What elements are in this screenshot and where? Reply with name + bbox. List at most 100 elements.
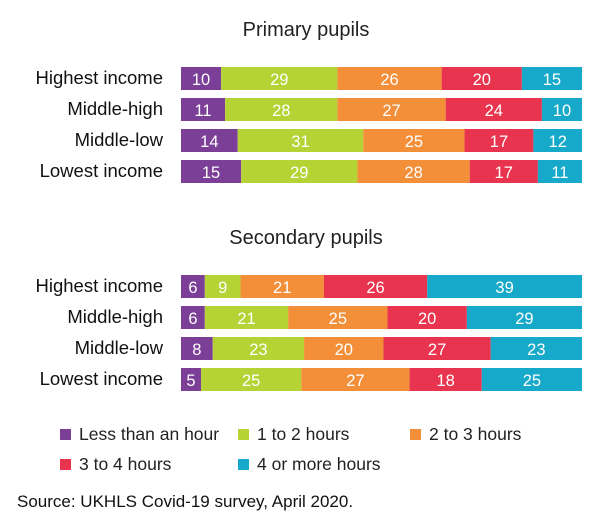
bar-segment [204, 275, 241, 298]
bar-segment [387, 306, 467, 329]
bar-segment [533, 129, 582, 152]
bar-segment [445, 98, 542, 121]
legend-label: 4 or more hours [257, 454, 381, 474]
data-label: 26 [380, 71, 398, 89]
data-label: 15 [543, 71, 561, 89]
chart-panel-secondary: Secondary pupils Highest income 6 9 21 26 39 Mi… [35, 227, 582, 391]
legend-item-3-to-4-hours: 3 to 4 hours [60, 454, 171, 475]
data-label: 27 [382, 102, 400, 120]
legend-item-2-to-3-hours: 2 to 3 hours [410, 424, 521, 445]
category-label: Middle-low [75, 337, 164, 358]
bar-segment [490, 337, 582, 360]
chart-title: Primary pupils [243, 19, 370, 41]
data-label: 10 [192, 71, 210, 89]
data-label: 15 [202, 164, 220, 182]
bar-segment [204, 306, 289, 329]
legend-label: 2 to 3 hours [429, 424, 522, 444]
bar-segment [181, 160, 242, 183]
bar-segment [383, 337, 491, 360]
bar-segment [466, 306, 582, 329]
bar-segment [181, 337, 213, 360]
data-label: 12 [549, 133, 567, 151]
data-label: 17 [495, 164, 513, 182]
data-label: 21 [237, 310, 255, 328]
bar-segment [469, 160, 538, 183]
bar-segment [212, 337, 305, 360]
category-label: Middle-high [67, 98, 163, 119]
data-label: 27 [428, 341, 446, 359]
data-label: 23 [527, 341, 545, 359]
data-label: 23 [249, 341, 267, 359]
data-label: 28 [404, 164, 422, 182]
data-label: 9 [218, 279, 227, 297]
data-label: 29 [270, 71, 288, 89]
legend-swatch-2-to-3-hours [410, 429, 421, 440]
data-label: 8 [192, 341, 201, 359]
bar-segment [337, 98, 446, 121]
bar-segment [288, 306, 388, 329]
data-label: 14 [200, 133, 218, 151]
legend-label: 1 to 2 hours [257, 424, 350, 444]
bar-segment [357, 160, 470, 183]
category-label: Highest income [35, 275, 163, 296]
bar-segment [521, 67, 582, 90]
category-label: Highest income [35, 67, 163, 88]
data-label: 29 [290, 164, 308, 182]
bar-segment [201, 368, 302, 391]
bar-segment [237, 129, 364, 152]
data-label: 25 [523, 372, 541, 390]
bar-segment [337, 67, 442, 90]
data-label: 20 [335, 341, 353, 359]
data-label: 5 [186, 372, 195, 390]
data-label: 31 [291, 133, 309, 151]
data-label: 11 [551, 164, 568, 182]
data-label: 20 [418, 310, 436, 328]
data-label: 6 [188, 279, 197, 297]
chart-panel-primary: Primary pupils Highest income 10 29 26 20 15 Mi… [35, 19, 582, 183]
bar-segment [541, 98, 582, 121]
data-label: 10 [553, 102, 571, 120]
data-label: 24 [485, 102, 503, 120]
legend-swatch-3-to-4-hours [60, 459, 71, 470]
bar-segment [181, 368, 202, 391]
data-label: 25 [405, 133, 423, 151]
bar-segment [225, 98, 338, 121]
data-label: 17 [490, 133, 508, 151]
bar-segment [301, 368, 410, 391]
category-label: Lowest income [40, 368, 163, 389]
bar-segment [221, 67, 338, 90]
data-label: 28 [272, 102, 290, 120]
data-label: 25 [329, 310, 347, 328]
source-note: Source: UKHLS Covid-19 survey, April 202… [17, 492, 354, 511]
data-label: 11 [194, 102, 211, 120]
chart-title: Secondary pupils [229, 227, 382, 249]
data-label: 29 [515, 310, 533, 328]
category-label: Middle-high [67, 306, 163, 327]
data-label: 6 [188, 310, 197, 328]
bar-segment [241, 160, 358, 183]
bar-segment [441, 67, 522, 90]
data-label: 25 [242, 372, 260, 390]
bar-segment [304, 337, 384, 360]
legend-swatch-4-or-more-hours [238, 459, 249, 470]
bar-segment [481, 368, 582, 391]
data-label: 26 [366, 279, 384, 297]
bar-segment [464, 129, 534, 152]
chart-canvas: Primary pupils Highest income 10 29 26 20 15 Mi… [35, 19, 582, 391]
legend-swatch-1-to-2-hours [238, 429, 249, 440]
data-label: 27 [346, 372, 364, 390]
bar-segment [323, 275, 428, 298]
legend-item-4-or-more-hours: 4 or more hours [238, 454, 381, 475]
category-label: Middle-low [75, 129, 164, 150]
bar-segment [537, 160, 582, 183]
bar-segment [363, 129, 465, 152]
legend-label: 3 to 4 hours [79, 454, 172, 474]
data-label: 18 [436, 372, 454, 390]
bar-segment [427, 275, 582, 298]
legend-item-1-to-2-hours: 1 to 2 hours [238, 424, 349, 445]
bar-segment [240, 275, 324, 298]
data-label: 21 [273, 279, 291, 297]
bar-segment [181, 306, 205, 329]
bar-segment [181, 129, 238, 152]
data-label: 20 [473, 71, 491, 89]
